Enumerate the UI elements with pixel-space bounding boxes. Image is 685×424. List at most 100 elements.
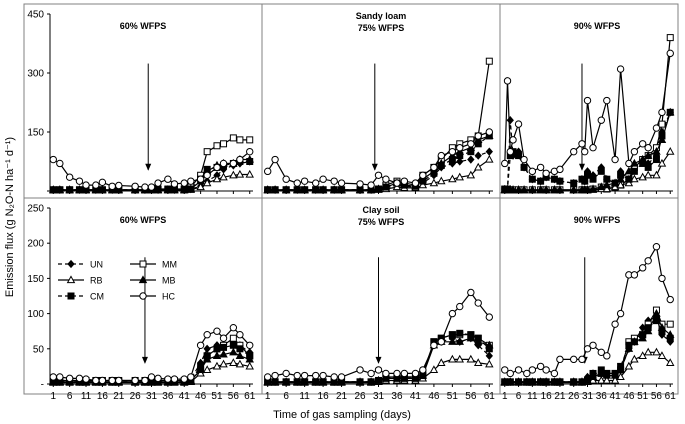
- point-cm: [430, 169, 438, 177]
- point-mb: [448, 337, 457, 345]
- point-cm: [75, 186, 83, 194]
- point-rb: [219, 172, 228, 181]
- panel-frame: [499, 197, 679, 395]
- x-tick-label: 11: [527, 391, 538, 402]
- point-hc: [419, 171, 427, 179]
- point-hc: [319, 371, 327, 380]
- x-tick-label: 26: [354, 391, 366, 402]
- point-cm: [319, 378, 327, 386]
- point-cm: [375, 185, 382, 193]
- point-hc: [589, 144, 597, 152]
- point-un: [474, 151, 482, 160]
- y-tick-label: 50: [33, 344, 45, 355]
- point-hc: [570, 147, 578, 156]
- x-tick-label: 21: [113, 391, 125, 402]
- series-hc: [501, 243, 674, 378]
- point-hc: [430, 341, 438, 349]
- point-cm: [293, 378, 301, 386]
- panel-title: 90% WFPS: [574, 21, 621, 31]
- point-mb: [514, 185, 523, 193]
- point-hc: [501, 366, 509, 374]
- point-hc: [581, 147, 589, 156]
- point-cm: [658, 132, 666, 140]
- point-hc: [467, 288, 475, 297]
- x-tick-label: 6: [516, 391, 522, 402]
- point-hc: [367, 369, 375, 378]
- point-hc: [400, 177, 409, 185]
- point-cm: [271, 186, 279, 194]
- point-mm: [236, 136, 244, 144]
- point-hc: [514, 366, 523, 374]
- point-cm: [630, 167, 638, 175]
- point-hc: [312, 371, 320, 380]
- panel-r0-c1: Sandy loam 75% WFPS: [261, 3, 501, 199]
- point-rb: [229, 170, 238, 179]
- point-rb: [245, 361, 254, 370]
- point-mb: [588, 184, 598, 193]
- point-hc: [312, 179, 320, 187]
- point-hc: [536, 163, 545, 172]
- point-rb: [466, 354, 476, 363]
- point-rb: [665, 147, 675, 155]
- point-hc: [213, 163, 221, 172]
- panel-r1-c0: 1 6 11 16 21 26 31 36 41 46 51 56 61-501001502002506…: [23, 197, 263, 402]
- point-hc: [658, 274, 666, 283]
- treatment-arrow-head: [145, 163, 152, 171]
- point-un: [67, 259, 75, 269]
- point-hc: [356, 366, 364, 374]
- point-cm: [603, 175, 611, 183]
- point-cm: [367, 378, 375, 386]
- y-axis-label: Emission flux (g N₂O-N ha⁻¹ d⁻¹): [4, 137, 16, 297]
- point-hc: [98, 178, 107, 187]
- x-tick-label: 1: [502, 391, 508, 402]
- point-hc: [131, 182, 139, 190]
- point-hc: [187, 177, 195, 185]
- point-rb: [245, 169, 254, 178]
- point-hc: [556, 355, 564, 364]
- legend-label: MM: [162, 260, 177, 270]
- point-hc: [583, 345, 592, 353]
- y-tick-label: -: [41, 380, 44, 391]
- point-hc: [203, 171, 211, 179]
- point-cm: [56, 186, 64, 194]
- point-cm: [448, 331, 456, 339]
- point-rb: [196, 182, 205, 191]
- point-cm: [625, 341, 633, 349]
- point-hc: [400, 369, 409, 378]
- point-hc: [520, 155, 528, 164]
- point-hc: [448, 309, 457, 318]
- point-mm: [229, 334, 237, 342]
- point-hc: [393, 179, 401, 187]
- series-hc: [501, 49, 674, 178]
- x-tick-label: 36: [596, 391, 608, 402]
- point-mb: [219, 349, 228, 358]
- point-cm: [437, 161, 445, 169]
- point-un: [456, 157, 464, 166]
- point-hc: [92, 181, 100, 189]
- panel-title: 75% WFPS: [358, 217, 405, 227]
- legend-label: RB: [90, 276, 103, 286]
- point-cm: [537, 177, 545, 185]
- point-hc: [180, 375, 188, 383]
- point-hc: [293, 179, 301, 187]
- point-hc: [337, 373, 346, 381]
- treatment-arrow-head: [578, 163, 585, 171]
- point-hc: [131, 376, 139, 385]
- point-cm: [556, 378, 564, 386]
- point-rb: [597, 375, 606, 384]
- point-cm: [213, 345, 221, 353]
- point-un: [203, 344, 211, 353]
- point-hc: [630, 271, 639, 279]
- point-cm: [589, 175, 597, 183]
- point-hc: [542, 366, 550, 374]
- point-hc: [196, 175, 205, 183]
- point-rb: [429, 365, 439, 374]
- point-hc: [523, 369, 531, 378]
- point-rb: [235, 359, 245, 368]
- point-hc: [282, 369, 290, 378]
- point-hc: [164, 375, 172, 383]
- point-hc: [503, 77, 512, 85]
- legend-entry-cm: CM: [58, 292, 104, 302]
